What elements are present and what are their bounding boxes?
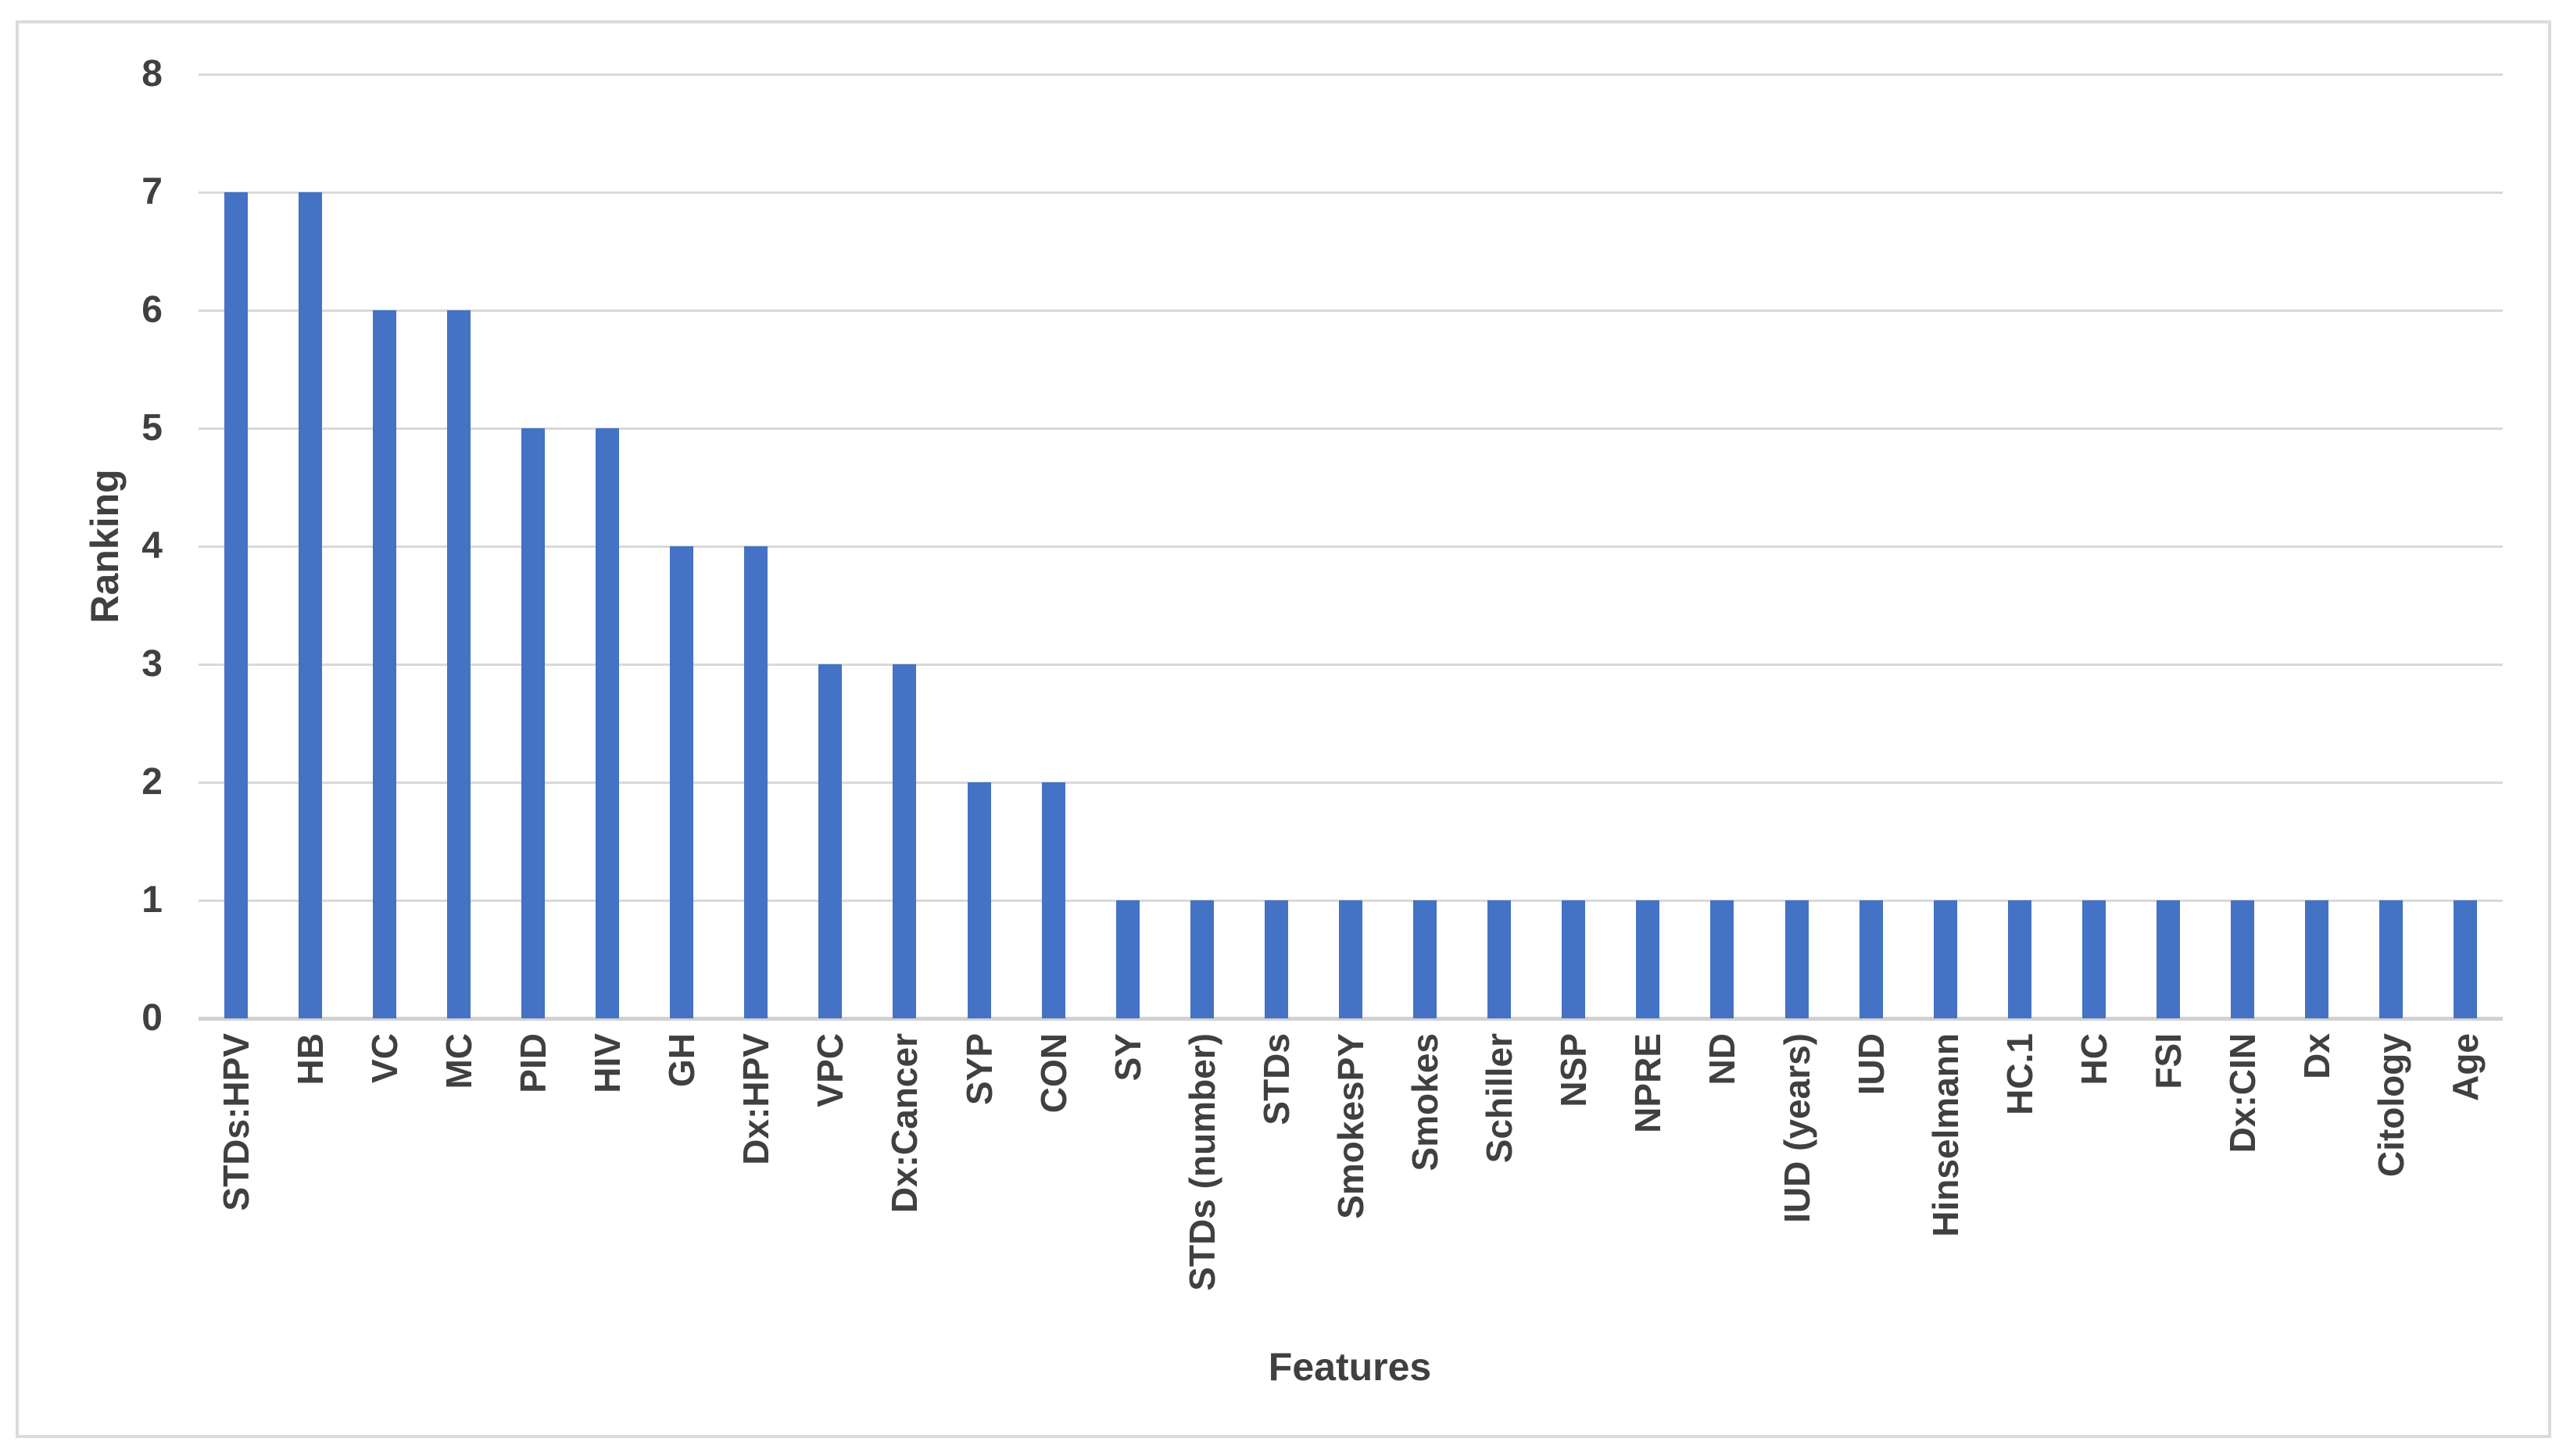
bar <box>2454 900 2478 1018</box>
y-tick-label: 0 <box>141 997 163 1039</box>
bar <box>1264 900 1288 1018</box>
bar <box>1636 900 1660 1018</box>
chart-frame <box>16 20 2551 1438</box>
bar <box>1859 900 1883 1018</box>
x-tick-label: MC <box>438 1033 479 1089</box>
bar <box>2081 900 2106 1018</box>
y-tick-label: 5 <box>141 407 163 449</box>
y-tick-label: 7 <box>141 171 163 213</box>
bar <box>298 192 322 1018</box>
bar <box>893 664 917 1018</box>
bar <box>446 310 471 1018</box>
x-tick-label: Dx:CIN <box>2222 1033 2264 1154</box>
gridline <box>199 427 2503 430</box>
x-axis-line <box>199 1017 2503 1021</box>
bar <box>1933 900 1957 1018</box>
bar <box>372 310 396 1018</box>
x-tick-label: Hinselmann <box>1924 1033 1966 1237</box>
x-tick-label: IUD (years) <box>1776 1033 1817 1223</box>
bar <box>1710 900 1734 1018</box>
x-tick-label: VC <box>363 1033 405 1083</box>
gridline <box>199 73 2503 76</box>
x-tick-label: Dx:Cancer <box>884 1033 925 1214</box>
x-tick-label: ND <box>1702 1033 1743 1086</box>
bar <box>1339 900 1362 1018</box>
bar <box>2231 900 2255 1018</box>
x-tick-label: Citology <box>2371 1033 2412 1177</box>
y-tick-label: 4 <box>141 525 163 567</box>
x-tick-label: FSI <box>2148 1033 2189 1089</box>
x-tick-label: IUD <box>1850 1033 1892 1096</box>
bar <box>224 192 248 1018</box>
x-tick-label: Age <box>2445 1033 2486 1101</box>
bar <box>1487 900 1512 1018</box>
x-tick-label: PID <box>512 1033 553 1093</box>
gridline <box>199 191 2503 194</box>
x-tick-label: Dx <box>2296 1033 2338 1079</box>
x-tick-label: HIV <box>587 1033 628 1093</box>
y-tick-label: 8 <box>141 53 163 95</box>
y-axis-title: Ranking <box>83 469 127 624</box>
x-tick-label: NSP <box>1553 1033 1595 1107</box>
x-tick-label: SYP <box>958 1033 1000 1106</box>
bar <box>1562 900 1586 1018</box>
bar <box>670 546 694 1018</box>
x-axis-title: Features <box>1268 1345 1432 1389</box>
x-tick-label: STDs (number) <box>1181 1033 1222 1291</box>
y-tick-label: 2 <box>141 761 163 803</box>
x-tick-label: SY <box>1107 1033 1148 1082</box>
x-tick-label: CON <box>1033 1033 1074 1114</box>
x-tick-label: NPRE <box>1627 1033 1669 1133</box>
bar <box>818 664 843 1018</box>
bar <box>1115 900 1140 1018</box>
x-tick-label: Dx:HPV <box>736 1033 777 1165</box>
bar <box>596 428 620 1018</box>
gridline <box>199 664 2503 666</box>
y-tick-label: 3 <box>141 643 163 685</box>
x-tick-label: Schiller <box>1479 1033 1520 1164</box>
gridline <box>199 546 2503 548</box>
bar <box>1190 900 1214 1018</box>
gridline <box>199 782 2503 784</box>
bar <box>2007 900 2031 1018</box>
bar <box>521 428 545 1018</box>
bar <box>2379 900 2404 1018</box>
x-tick-label: HC.1 <box>1999 1033 2040 1115</box>
bar <box>1413 900 1437 1018</box>
x-tick-label: SmokesPY <box>1330 1033 1371 1219</box>
bar <box>1784 900 1809 1018</box>
bar <box>2305 900 2329 1018</box>
x-tick-label: HB <box>289 1033 331 1086</box>
x-tick-label: VPC <box>810 1033 851 1107</box>
bar <box>967 782 991 1018</box>
y-tick-label: 6 <box>141 289 163 331</box>
x-tick-label: GH <box>661 1033 703 1087</box>
x-tick-label: HC <box>2073 1033 2114 1086</box>
x-tick-label: Smokes <box>1405 1033 1446 1172</box>
x-tick-label: STDs <box>1255 1033 1297 1125</box>
bar <box>1041 782 1065 1018</box>
y-tick-label: 1 <box>141 879 163 921</box>
bar <box>744 546 768 1018</box>
x-tick-label: STDs:HPV <box>215 1033 256 1211</box>
bar <box>2157 900 2181 1018</box>
gridline <box>199 309 2503 312</box>
